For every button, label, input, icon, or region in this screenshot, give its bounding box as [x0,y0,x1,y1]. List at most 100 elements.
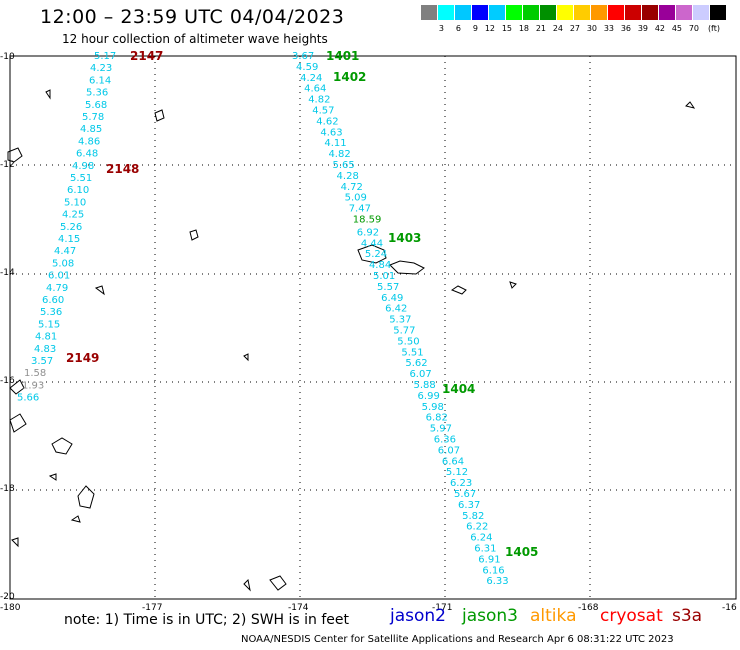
wave-height-value: 6.22 [466,522,488,533]
wave-height-value: 6.48 [76,149,98,160]
wave-height-value: 5.66 [17,393,39,404]
wave-height-value: 4.72 [341,182,363,193]
wave-height-value: 5.77 [393,326,415,337]
island-small-3 [48,473,57,481]
wave-height-value: 1.93 [22,380,44,391]
island-small-5 [11,537,19,548]
wave-height-value: 6.49 [381,293,403,304]
wave-height-value: 4.82 [308,95,330,106]
wave-height-value: 5.10 [64,197,86,208]
wave-height-value: 6.92 [357,227,379,238]
wave-height-value: 6.36 [434,435,456,446]
legend-swatch [676,5,692,20]
wave-height-labels: 5.174.236.145.365.685.784.854.866.484.98… [17,49,538,587]
wave-height-value: 4.15 [58,234,80,245]
lon-label: -16 [722,603,737,613]
legend-label: 6 [455,24,461,33]
island-west-2 [9,379,25,395]
wave-height-value: 3.67 [292,51,314,62]
island-small-6 [243,353,249,362]
island-samoa-savaii [357,244,387,264]
wave-height-value: 4.83 [34,344,56,355]
note-text: note: 1) Time is in UTC; 2) SWH is in fe… [64,612,350,628]
wave-height-value: 6.23 [450,478,472,489]
wave-height-value: 6.91 [478,554,500,565]
island-small-7 [509,281,517,289]
wave-height-value: 5.36 [40,307,62,318]
legend-label: 45 [671,24,682,33]
wave-height-value: 5.62 [405,358,427,369]
wave-height-value: 1.58 [24,368,46,379]
wave-height-value: 4.98 [72,161,94,172]
island-tonga-2 [77,485,95,509]
wave-height-value: 4.81 [35,332,57,343]
wave-height-value: 4.28 [337,171,359,182]
wave-height-value: 5.17 [94,51,116,62]
wave-height-value: 4.79 [46,283,68,294]
wave-height-value: 6.60 [42,295,64,306]
wave-height-value: 5.98 [422,402,444,413]
legend-swatch [608,5,624,20]
wave-height-value: 6.07 [409,369,431,380]
wave-height-value: 6.64 [442,456,464,467]
map-frame [9,55,737,600]
wave-height-value: 4.64 [304,84,326,95]
wave-height-value: 6.33 [486,576,508,587]
island-tonga-3 [269,575,287,591]
legend-swatch [642,5,658,20]
wave-height-value: 6.42 [385,304,407,315]
wave-height-value: 4.23 [90,63,112,74]
wave-height-value: 7.47 [349,204,371,215]
wave-height-value: 6.24 [470,533,492,544]
legend-label: 9 [472,24,478,33]
wave-height-value: 5.26 [60,222,82,233]
island-samoa-upolu [389,260,425,275]
legend-swatch [438,5,454,20]
wave-height-value: 5.67 [454,489,476,500]
wave-height-value: 4.11 [324,138,346,149]
pass-label: 2148 [106,162,139,176]
wave-height-value: 4.62 [316,116,338,127]
wave-height-value: 5.68 [85,100,107,111]
lon-label: -171 [432,603,453,613]
wave-height-value: 4.57 [312,106,334,117]
wave-height-value: 5.65 [333,160,355,171]
wave-height-value: 5.88 [414,380,436,391]
legend-swatch [693,5,709,20]
pass-label: 1402 [333,70,366,84]
wave-height-value: 4.84 [369,260,391,271]
lat-label: -10 [0,52,15,62]
pass-label: 2149 [66,351,99,365]
legend-swatch [557,5,573,20]
legend-label: 12 [484,24,495,33]
lon-label: -180 [0,603,21,613]
lon-label: -177 [142,603,163,613]
legend-label: (ft) [707,24,720,33]
wave-height-value: 6.16 [482,565,504,576]
legend-label: 39 [637,24,648,33]
wave-height-value: 5.82 [462,511,484,522]
wave-height-value: 4.86 [78,136,100,147]
wave-height-value: 4.59 [296,62,318,73]
pass-label: 1403 [388,231,421,245]
wave-height-value: 6.10 [67,185,89,196]
wave-height-value: 5.51 [401,347,423,358]
wave-height-value: 5.09 [345,193,367,204]
wave-height-value: 6.99 [418,391,440,402]
island-small-2 [45,89,51,100]
wave-height-value: 18.59 [353,215,382,226]
wave-height-value: 5.57 [377,282,399,293]
lat-label: -18 [0,484,15,494]
wave-height-value: 6.31 [474,544,496,555]
legend-label: 42 [654,24,665,33]
island-east [685,101,696,109]
legend-label: 15 [501,24,512,33]
page-subtitle: 12 hour collection of altimeter wave hei… [62,32,328,46]
lat-label: -20 [0,592,15,602]
island-niue [450,285,467,295]
legend-label: 36 [620,24,631,33]
credit-line: NOAA/NESDIS Center for Satellite Applica… [241,634,674,645]
legend-swatch [523,5,539,20]
wave-height-value: 5.51 [70,173,92,184]
